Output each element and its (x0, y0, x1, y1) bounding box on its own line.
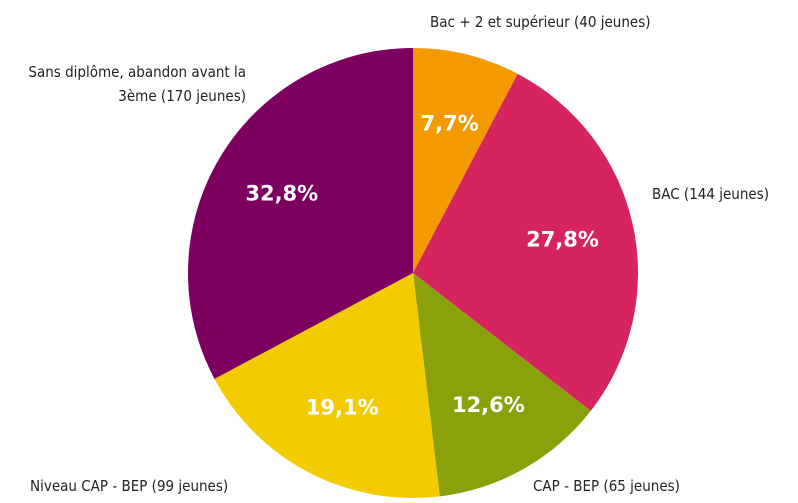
pie-slice (214, 273, 440, 498)
slice-label: Bac + 2 et supérieur (40 jeunes) (430, 13, 651, 31)
pie-slice (413, 273, 591, 497)
slice-label: CAP - BEP (65 jeunes) (533, 477, 680, 495)
slice-label: Niveau CAP - BEP (99 jeunes) (30, 477, 229, 495)
slice-label: Sans diplôme, abandon avant la 3ème (170… (28, 63, 246, 105)
data-label: 19,1% (306, 396, 379, 420)
data-label: 32,8% (245, 181, 318, 205)
slice-label: BAC (144 jeunes) (652, 185, 770, 203)
data-label: 7,7% (421, 111, 479, 135)
pie-slice (187, 48, 413, 379)
data-label: 12,6% (452, 393, 525, 417)
pie-slice (413, 48, 518, 273)
pie-slice (413, 73, 638, 411)
data-label: 27,8% (526, 228, 599, 252)
